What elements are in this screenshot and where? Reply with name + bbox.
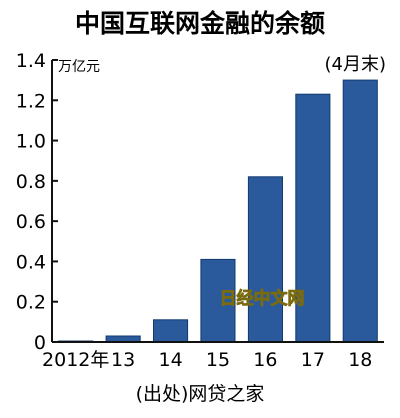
x-tick-label: 16 [253, 349, 277, 371]
x-tick-label: 17 [301, 349, 325, 371]
bar-series [58, 79, 378, 343]
bar [342, 79, 378, 343]
y-tick-label: 0.6 [16, 211, 46, 233]
chart-title: 中国互联网金融的余额 [75, 9, 325, 38]
source-note: (出处)网贷之家 [136, 383, 265, 405]
x-tick-label: 2012年 [42, 349, 109, 371]
y-tick-label: 1.2 [16, 90, 46, 112]
y-tick-label: 1.4 [16, 50, 46, 72]
bar [200, 258, 236, 343]
x-tick-label: 15 [206, 349, 230, 371]
plot-area: 0 0.2 0.4 0.6 0.8 1.0 1.2 1.4 2012年 13 14 15 16 17 18 [16, 50, 384, 371]
x-tick-label: 14 [159, 349, 183, 371]
unit-label: 万亿元 [58, 59, 100, 75]
x-axis-ticks: 2012年 13 14 15 16 17 18 [42, 349, 372, 371]
bar [247, 176, 283, 343]
y-tick-label: 0.8 [16, 171, 46, 193]
y-tick-label: 0.4 [16, 251, 46, 273]
x-tick-label: 13 [111, 349, 135, 371]
watermark-text: 日经中文网 [220, 288, 305, 309]
bar [153, 319, 189, 343]
y-tick-label: 1.0 [16, 131, 46, 153]
bar [295, 93, 331, 343]
y-axis-ticks: 0 0.2 0.4 0.6 0.8 1.0 1.2 1.4 [16, 50, 58, 354]
x-tick-label: 18 [348, 349, 372, 371]
period-note: (4月末) [325, 54, 387, 75]
y-tick-label: 0 [34, 332, 46, 354]
y-tick-label: 0.2 [16, 292, 46, 314]
